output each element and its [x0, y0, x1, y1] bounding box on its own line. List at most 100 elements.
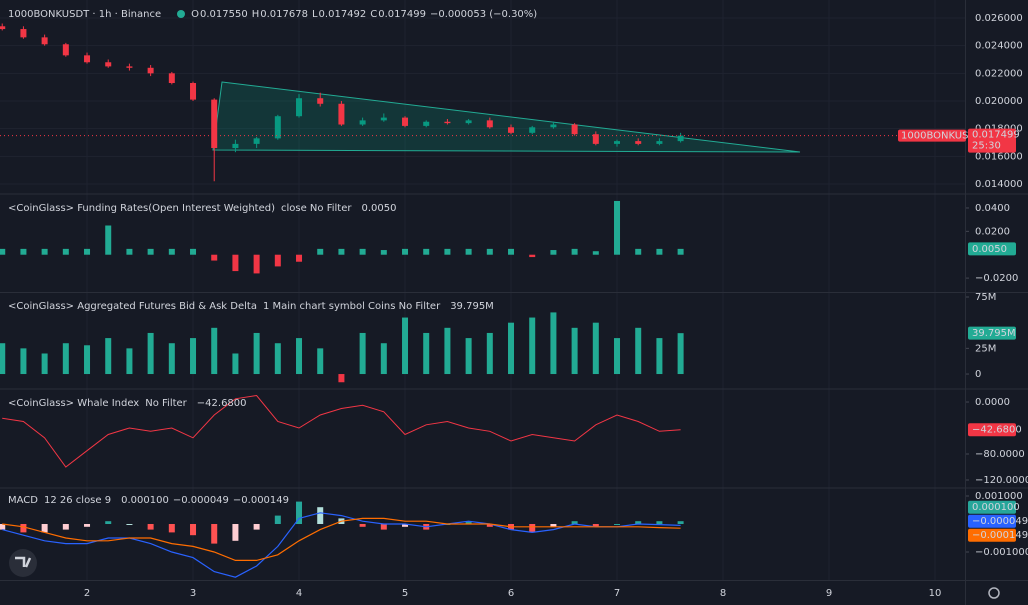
- bar: [592, 322, 599, 375]
- indicator-title: MACD: [8, 495, 38, 506]
- last-value-label-bg: [968, 423, 1016, 437]
- candle-body: [253, 138, 260, 144]
- y-tick-label: 0.026000: [975, 13, 1023, 24]
- ohlc-name: C: [370, 9, 377, 20]
- bar: [253, 254, 260, 274]
- histogram-bar: [656, 521, 663, 524]
- indicator-title: <CoinGlass> Aggregated Futures Bid & Ask…: [8, 301, 257, 312]
- histogram-bar: [168, 524, 175, 533]
- last-value-label: 0.000100: [972, 502, 1020, 513]
- x-tick-label: 3: [190, 588, 196, 599]
- triangle-drawing[interactable]: [212, 81, 801, 153]
- bar: [529, 317, 536, 375]
- bar: [190, 338, 197, 375]
- bar: [232, 254, 239, 272]
- y-tick-label: −0.001000: [975, 547, 1028, 558]
- candle-body: [529, 127, 536, 133]
- x-tick-label: 6: [508, 588, 514, 599]
- candle-body: [444, 121, 451, 124]
- bar: [232, 353, 239, 375]
- last-value-label-bg: [968, 242, 1016, 256]
- bar: [190, 248, 197, 255]
- y-tick-label: 0.020000: [975, 96, 1023, 107]
- y-tick-label: 0.0400: [975, 203, 1010, 214]
- bar: [592, 251, 599, 255]
- bar: [274, 343, 281, 375]
- bar: [677, 248, 684, 255]
- candle-body: [232, 143, 239, 149]
- bar: [677, 333, 684, 375]
- histogram-bar: [529, 524, 536, 533]
- y-tick-label: −120.0000: [975, 475, 1028, 486]
- bar: [62, 343, 69, 375]
- x-tick-label: 4: [296, 588, 302, 599]
- histogram-bar: [571, 521, 578, 524]
- countdown: 25:30: [972, 141, 1001, 152]
- legend-value: 39.795M: [450, 301, 494, 312]
- y-tick-label: 0.022000: [975, 68, 1023, 79]
- bar: [317, 348, 324, 375]
- indicator-title: <CoinGlass> Funding Rates(Open Interest …: [8, 203, 275, 214]
- candle-body: [84, 55, 91, 63]
- candle-body: [508, 127, 515, 133]
- ohlc-value: 0.017499: [378, 9, 426, 20]
- bar: [338, 374, 345, 383]
- histogram-bar: [550, 524, 557, 527]
- histogram-bar: [190, 524, 197, 536]
- candle-body: [317, 98, 324, 104]
- candle-body: [168, 73, 175, 84]
- y-tick-label: 0.001000: [975, 491, 1023, 502]
- y-tick-label: 0.0000: [975, 397, 1010, 408]
- bar: [62, 248, 69, 255]
- y-tick-label: 0.016000: [975, 151, 1023, 162]
- last-value-label-bg: [968, 514, 1016, 528]
- y-tick-label: 25M: [975, 343, 996, 354]
- bar: [380, 343, 387, 375]
- bar: [486, 332, 493, 375]
- last-price-label: 0.017499: [972, 130, 1020, 141]
- last-value-label-bg: [968, 528, 1016, 542]
- histogram-bar: [677, 521, 684, 524]
- bar: [550, 250, 557, 255]
- bar: [147, 248, 154, 255]
- indicator-settings: 1 Main chart symbol Coins No Filter: [263, 301, 441, 312]
- bar: [20, 248, 27, 255]
- bar: [550, 312, 557, 375]
- histogram-bar: [317, 507, 324, 524]
- histogram-bar: [253, 524, 260, 530]
- macd-line: [2, 517, 681, 561]
- last-value-label-bg: [968, 326, 1016, 340]
- x-tick-label: 5: [402, 588, 408, 599]
- grid: [0, 0, 969, 580]
- bar: [635, 248, 642, 255]
- chart-title: 1000BONKUSDT · 1h · Binance: [8, 9, 161, 20]
- settings-button[interactable]: [988, 587, 1000, 599]
- bar: [274, 254, 281, 267]
- bar: [253, 332, 260, 375]
- bar: [296, 338, 303, 375]
- ohlc-value: 0.017678: [260, 9, 308, 20]
- bar: [41, 248, 48, 255]
- bar: [614, 200, 621, 255]
- bar: [571, 327, 578, 375]
- bar: [20, 348, 27, 375]
- candle-body: [62, 44, 69, 56]
- bar: [423, 248, 430, 255]
- price-box: [968, 128, 1016, 153]
- bar: [465, 338, 472, 375]
- legend-value: −0.000049: [173, 495, 229, 506]
- candle-body: [338, 103, 345, 125]
- bar: [147, 332, 154, 375]
- bar: [105, 225, 112, 255]
- last-value-label: 0.0050: [972, 244, 1007, 255]
- change: −0.000053 (−0.30%): [430, 9, 537, 20]
- histogram-bar: [232, 524, 239, 541]
- marks: [0, 23, 965, 578]
- histogram-bar: [274, 515, 281, 524]
- y-tick-label: 0: [975, 369, 981, 380]
- legend-value: −0.000149: [233, 495, 289, 506]
- candle-body: [359, 120, 366, 125]
- bar: [0, 248, 6, 255]
- histogram-bar: [211, 524, 218, 544]
